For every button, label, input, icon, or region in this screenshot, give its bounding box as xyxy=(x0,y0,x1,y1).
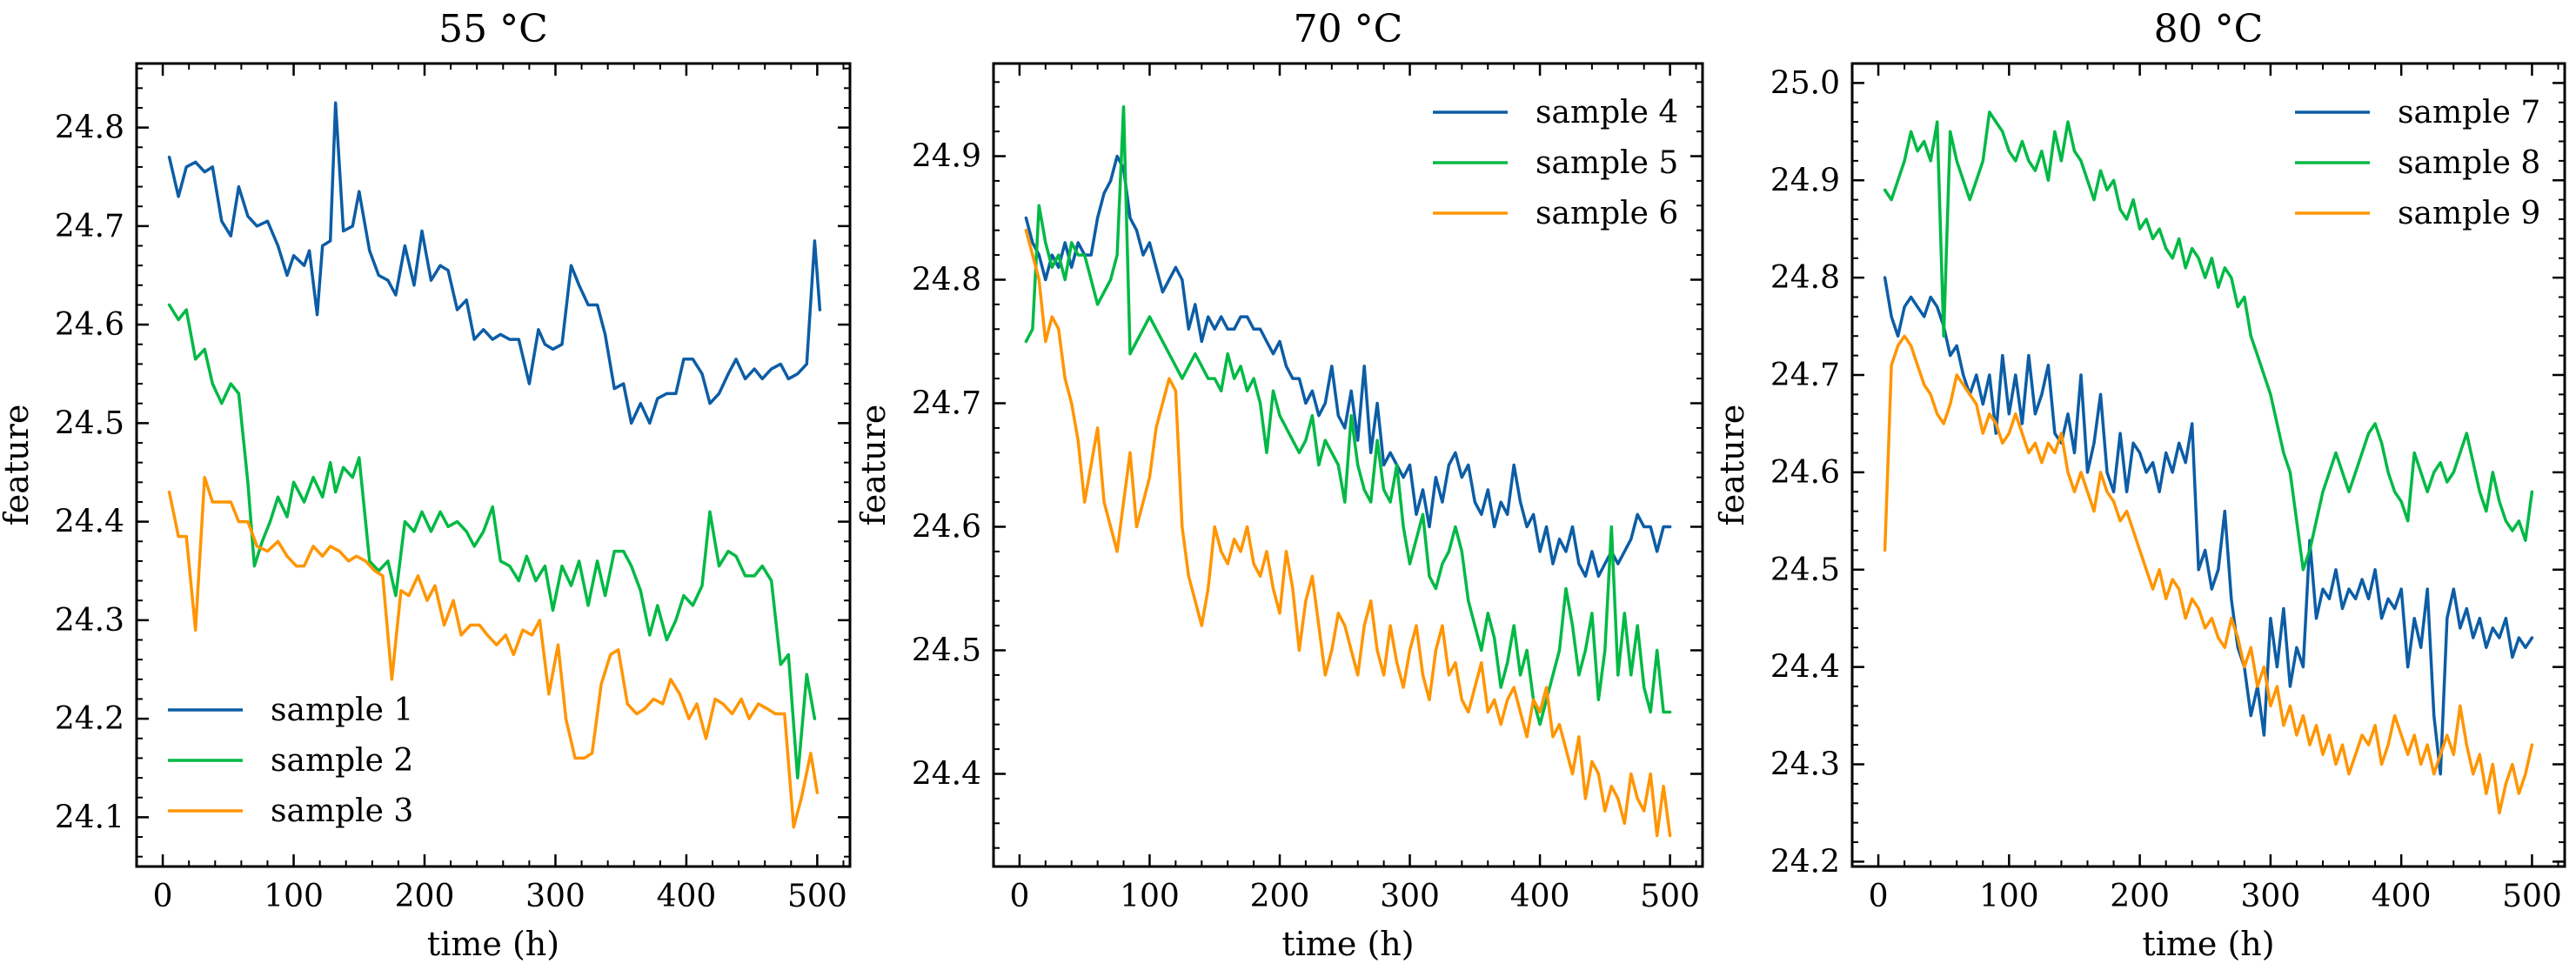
y-tick-label: 24.8 xyxy=(912,263,981,298)
legend-label: sample 6 xyxy=(1536,196,1678,231)
legend-label: sample 2 xyxy=(271,743,413,779)
y-tick-label: 24.6 xyxy=(1770,455,1840,491)
series-line-sample-9 xyxy=(1883,334,2534,815)
y-tick-label: 25.0 xyxy=(1770,65,1840,101)
x-tick-label: 100 xyxy=(1120,879,1180,914)
x-tick-label: 300 xyxy=(1380,879,1440,914)
x-tick-label: 200 xyxy=(2110,879,2170,914)
legend-label: sample 4 xyxy=(1536,95,1678,130)
legend: sample 4 sample 5 sample 6 xyxy=(1433,95,1678,231)
series-line-sample-8 xyxy=(1883,110,2534,572)
x-tick-label: 400 xyxy=(1510,879,1570,914)
x-tick-label: 500 xyxy=(787,879,847,914)
y-tick-label: 24.8 xyxy=(55,110,124,146)
legend-label: sample 5 xyxy=(1536,145,1678,181)
legend-label: sample 8 xyxy=(2398,145,2540,181)
x-tick-label: 100 xyxy=(1979,879,2039,914)
y-tick-label: 24.2 xyxy=(1770,844,1840,880)
x-axis-label: time (h) xyxy=(427,925,559,963)
x-tick-label: 500 xyxy=(1640,879,1700,914)
x-tick-label: 0 xyxy=(1869,879,1889,914)
chart-panel-70c: 0 100 200 300 400 500 24.4 24.5 24.6 24.7 24.8 24.9… xyxy=(854,7,1704,963)
x-tick-label: 0 xyxy=(1009,879,1029,914)
chart-title: 55 °C xyxy=(438,7,548,51)
y-tick-label: 24.6 xyxy=(55,307,124,343)
x-tick-label: 400 xyxy=(2372,879,2432,914)
legend-label: sample 1 xyxy=(271,693,413,728)
x-tick-label: 0 xyxy=(153,879,173,914)
y-tick-label: 24.5 xyxy=(1770,552,1840,588)
x-axis-label: time (h) xyxy=(1281,925,1414,963)
series-line-sample-1 xyxy=(167,101,822,425)
series-line-sample-5 xyxy=(1024,104,1672,726)
series-group xyxy=(1883,110,2534,815)
x-tick-label: 500 xyxy=(2502,879,2562,914)
y-tick-label: 24.4 xyxy=(1770,650,1840,686)
y-tick-label: 24.7 xyxy=(912,386,981,422)
legend-label: sample 7 xyxy=(2398,95,2540,130)
series-line-sample-6 xyxy=(1024,228,1672,838)
plot-frame xyxy=(1850,62,2566,868)
series-group xyxy=(1024,104,1672,838)
x-tick-label: 300 xyxy=(525,879,585,914)
legend: sample 1 sample 2 sample 3 xyxy=(168,693,413,829)
series-group xyxy=(167,101,822,829)
chart-title: 70 °C xyxy=(1294,7,1403,51)
legend: sample 7 sample 8 sample 9 xyxy=(2295,95,2540,231)
x-tick-label: 200 xyxy=(395,879,455,914)
y-tick-label: 24.5 xyxy=(912,633,981,669)
x-tick-label: 300 xyxy=(2241,879,2301,914)
x-tick-label: 100 xyxy=(264,879,324,914)
y-tick-label: 24.9 xyxy=(1770,163,1840,198)
y-tick-label: 24.5 xyxy=(55,405,124,441)
plot-frame xyxy=(992,62,1704,868)
y-tick-label: 24.3 xyxy=(55,603,124,639)
chart-title: 80 °C xyxy=(2154,7,2264,51)
y-tick-label: 24.6 xyxy=(912,510,981,545)
y-tick-label: 24.1 xyxy=(55,800,124,835)
y-tick-label: 24.4 xyxy=(912,757,981,793)
y-tick-label: 24.7 xyxy=(1770,358,1840,393)
series-line-sample-2 xyxy=(167,303,817,780)
y-tick-label: 24.4 xyxy=(55,505,124,540)
y-tick-label: 24.3 xyxy=(1770,747,1840,783)
series-line-sample-4 xyxy=(1024,154,1672,579)
y-tick-label: 24.2 xyxy=(55,701,124,737)
plot-frame xyxy=(135,62,852,868)
series-line-sample-7 xyxy=(1883,276,2534,776)
legend-label: sample 9 xyxy=(2398,196,2540,231)
series-line-sample-3 xyxy=(167,475,820,829)
y-axis-label: feature xyxy=(0,405,36,526)
y-axis-label: feature xyxy=(1713,405,1751,526)
x-tick-label: 400 xyxy=(657,879,717,914)
x-tick-label: 200 xyxy=(1250,879,1310,914)
y-axis-label: feature xyxy=(854,405,893,526)
x-axis-label: time (h) xyxy=(2142,925,2274,963)
legend-label: sample 3 xyxy=(271,793,413,829)
y-tick-label: 24.9 xyxy=(912,139,981,175)
chart-panel-80c: 0 100 200 300 400 500 24.2 24.3 24.4 24.5 24.6 24.7… xyxy=(1713,7,2566,963)
y-tick-label: 24.7 xyxy=(55,209,124,244)
chart-panel-55c: 0 100 200 300 400 500 24.1 24.2 24.3 24.4 24.5 24.6… xyxy=(0,7,852,963)
y-tick-label: 24.8 xyxy=(1770,260,1840,296)
